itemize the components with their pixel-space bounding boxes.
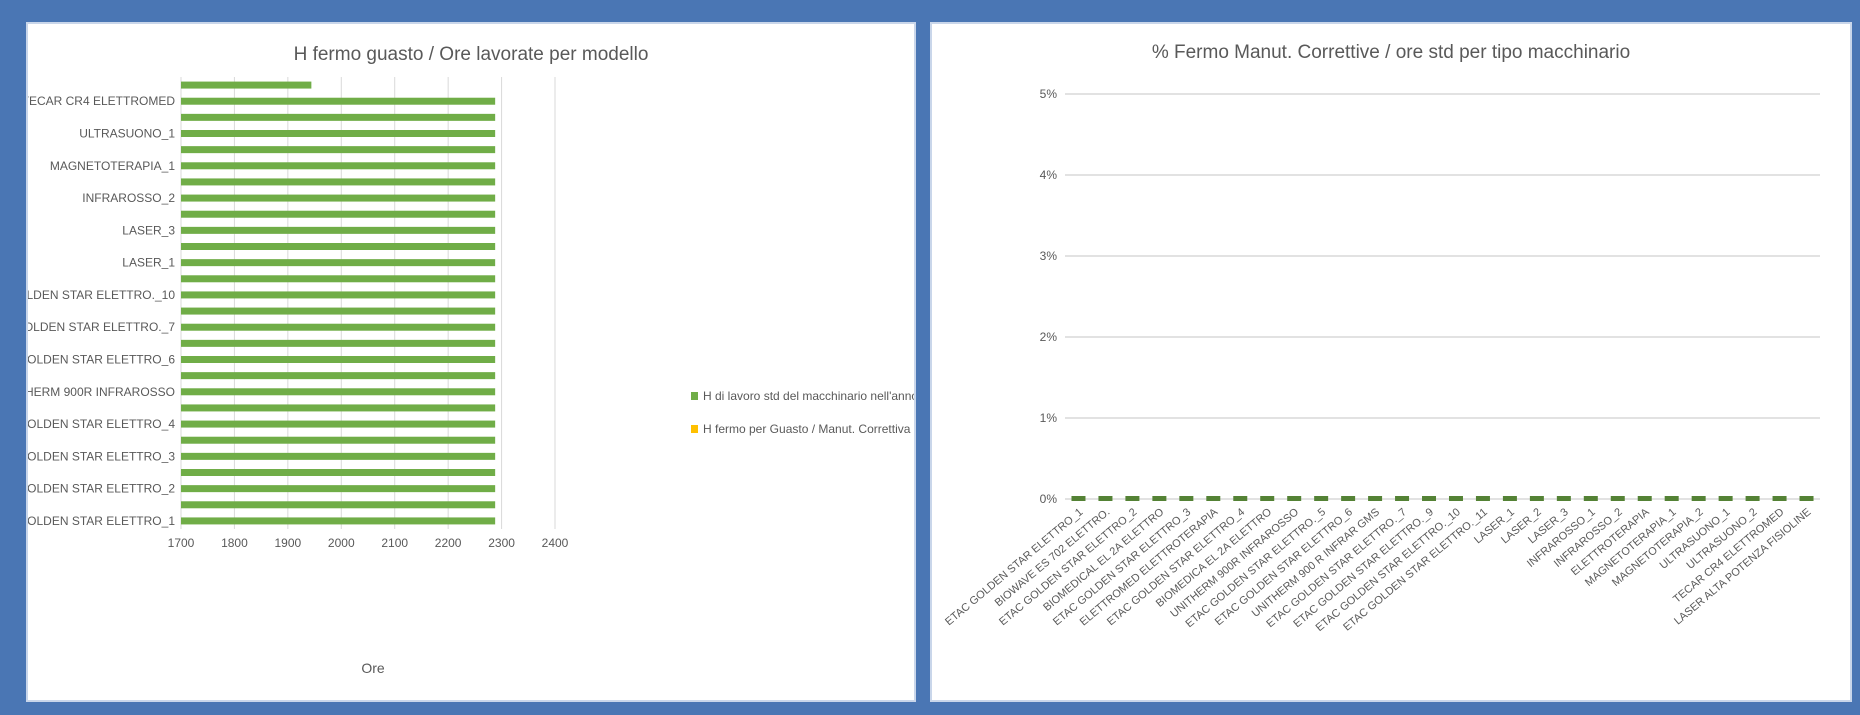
y-tick-label: ETAC GOLDEN STAR ELETTRO_6 xyxy=(28,353,175,367)
y-tick-label: ETAC GOLDEN STAR ELETTRO_4 xyxy=(28,417,175,431)
data-marker xyxy=(1610,496,1625,501)
data-marker xyxy=(1772,496,1787,501)
data-marker xyxy=(1422,496,1437,501)
bar xyxy=(181,388,496,396)
bar xyxy=(181,485,496,493)
x-tick-label: 2400 xyxy=(542,536,569,550)
y-tick-label: LASER_3 xyxy=(122,223,175,237)
bar xyxy=(181,97,496,105)
y-tick-label: 1% xyxy=(1040,411,1058,425)
data-marker xyxy=(1475,496,1490,501)
bar xyxy=(181,436,496,444)
chart-title: H fermo guasto / Ore lavorate per modell… xyxy=(294,44,649,65)
y-tick-label: UNITHERM 900R INFRAROSSO xyxy=(28,385,175,399)
data-marker xyxy=(1448,496,1463,501)
bar xyxy=(181,404,496,412)
data-marker xyxy=(1799,496,1814,501)
bar xyxy=(181,210,496,218)
legend-swatch xyxy=(691,425,698,433)
data-marker xyxy=(1718,496,1733,501)
bar-chart: H fermo guasto / Ore lavorate per modell… xyxy=(28,44,914,676)
y-tick-label: 2% xyxy=(1040,330,1058,344)
data-marker xyxy=(1206,496,1221,501)
data-marker xyxy=(1341,496,1356,501)
data-marker xyxy=(1098,496,1113,501)
bar xyxy=(181,194,496,202)
x-tick-label: 2200 xyxy=(435,536,462,550)
data-marker xyxy=(1502,496,1517,501)
y-tick-label: TECAR CR4 ELETTROMED xyxy=(28,94,175,108)
y-tick-label: ETAC GOLDEN STAR ELETTRO_3 xyxy=(28,449,175,463)
data-marker xyxy=(1395,496,1410,501)
data-marker xyxy=(1125,496,1140,501)
data-marker xyxy=(1556,496,1571,501)
x-tick-label: 1800 xyxy=(221,536,248,550)
y-tick-label: MAGNETOTERAPIA_1 xyxy=(50,159,175,173)
legend-label: H di lavoro std del macchinario nell'ann… xyxy=(703,389,914,403)
bar xyxy=(181,420,496,428)
bar xyxy=(181,452,496,460)
data-marker xyxy=(1529,496,1544,501)
y-tick-label: 5% xyxy=(1040,87,1058,101)
y-tick-label: 0% xyxy=(1040,492,1058,506)
bar xyxy=(181,307,496,315)
x-axis-title: Ore xyxy=(361,660,385,676)
data-marker xyxy=(1179,496,1194,501)
bar xyxy=(181,146,496,154)
bar xyxy=(181,339,496,347)
y-tick-label: LASER_1 xyxy=(122,256,175,270)
bar xyxy=(181,501,496,509)
y-tick-label: INFRAROSSO_2 xyxy=(82,191,175,205)
data-marker xyxy=(1583,496,1598,501)
x-tick-label: 2000 xyxy=(328,536,355,550)
y-tick-label: 4% xyxy=(1040,168,1058,182)
data-marker xyxy=(1260,496,1275,501)
bar xyxy=(181,178,496,186)
bar xyxy=(181,291,496,299)
y-tick-label: 3% xyxy=(1040,249,1058,263)
bar xyxy=(181,226,496,234)
data-marker xyxy=(1637,496,1652,501)
y-tick-label: ETAC GOLDEN STAR ELETTRO_1 xyxy=(28,514,175,528)
bar xyxy=(181,372,496,380)
data-marker xyxy=(1368,496,1383,501)
bar xyxy=(181,517,496,525)
bar xyxy=(181,275,496,283)
data-marker xyxy=(1664,496,1679,501)
y-tick-label: ULTRASUONO_1 xyxy=(79,127,175,141)
bar xyxy=(181,243,496,250)
bar xyxy=(181,323,496,331)
x-tick-label: 1900 xyxy=(275,536,302,550)
data-marker xyxy=(1691,496,1706,501)
bar xyxy=(181,356,496,363)
bar xyxy=(181,113,496,121)
chart-panel-right: % Fermo Manut. Correttive / ore std per … xyxy=(930,22,1852,702)
data-marker xyxy=(1745,496,1760,501)
bar xyxy=(181,130,496,137)
data-marker xyxy=(1233,496,1248,501)
bar xyxy=(181,469,496,476)
chart-title: % Fermo Manut. Correttive / ore std per … xyxy=(1152,42,1630,63)
bar xyxy=(181,162,496,170)
legend-swatch xyxy=(691,392,698,400)
y-tick-label: ETAC GOLDEN STAR ELETTRO._7 xyxy=(28,320,175,334)
x-tick-label: 1700 xyxy=(168,536,195,550)
bar xyxy=(181,259,496,267)
y-tick-label: ETAC GOLDEN STAR ELETTRO._10 xyxy=(28,288,175,302)
data-marker xyxy=(1287,496,1302,501)
bar xyxy=(181,81,312,89)
y-tick-label: ETAC GOLDEN STAR ELETTRO_2 xyxy=(28,482,175,496)
chart-panel-left: H fermo guasto / Ore lavorate per modell… xyxy=(26,22,916,702)
data-marker xyxy=(1071,496,1086,501)
x-tick-label: 2300 xyxy=(488,536,515,550)
data-marker xyxy=(1314,496,1329,501)
line-chart: % Fermo Manut. Correttive / ore std per … xyxy=(943,42,1820,634)
x-tick-label: 2100 xyxy=(381,536,408,550)
legend-label: H fermo per Guasto / Manut. Correttiva xyxy=(703,422,911,436)
data-marker xyxy=(1152,496,1167,501)
